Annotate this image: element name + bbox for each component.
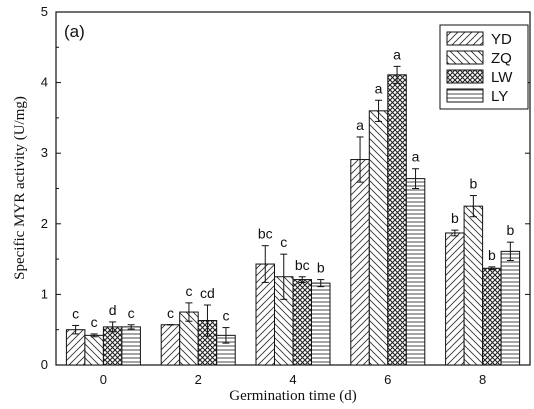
significance-letter: c: [185, 283, 192, 299]
bar-lw: [292, 279, 312, 366]
significance-letter: c: [128, 305, 135, 321]
legend-label-ly: LY: [491, 88, 508, 105]
y-tick-label: 0: [41, 357, 48, 372]
significance-letter: c: [91, 314, 98, 330]
bar-ly: [311, 282, 331, 366]
bar-yd: [350, 159, 370, 366]
significance-letter: b: [506, 222, 514, 238]
significance-letter: d: [109, 302, 117, 318]
significance-letter: a: [412, 149, 420, 165]
bar-yd: [65, 329, 86, 366]
y-tick-label: 5: [41, 4, 48, 19]
y-axis-title: Specific MYR activity (U/mg): [12, 96, 28, 280]
bar-ly: [121, 326, 141, 366]
x-tick-label: 6: [384, 372, 391, 387]
x-tick-label: 2: [195, 372, 202, 387]
significance-letter: bc: [295, 257, 310, 273]
significance-letter: b: [451, 210, 459, 226]
legend-swatch-zq: [446, 50, 484, 65]
error-bars-layer: [72, 65, 514, 344]
significance-letter: a: [393, 46, 401, 62]
x-tick-label: 4: [289, 372, 296, 387]
legend: YD ZQ LW LY: [439, 24, 529, 110]
bar-zq: [463, 205, 484, 366]
legend-label-lw: LW: [491, 69, 513, 86]
bar-zq: [368, 110, 389, 366]
significance-letter: b: [488, 247, 496, 263]
significance-letter: a: [356, 117, 364, 133]
bar-lw: [387, 74, 407, 366]
bar-ly: [500, 250, 521, 366]
y-tick-label: 1: [41, 286, 48, 301]
bar-lw: [482, 267, 502, 366]
significance-letter: b: [469, 176, 477, 192]
significance-letter: bc: [258, 226, 273, 242]
x-tick-label: 8: [479, 372, 486, 387]
legend-swatch-lw: [446, 69, 484, 84]
bar-zq: [84, 334, 104, 366]
y-tick-label: 4: [41, 75, 48, 90]
y-axis: 0 1 2 3 4 5: [41, 4, 530, 372]
y-tick-label: 3: [41, 145, 48, 160]
significance-letter: c: [222, 308, 229, 324]
significance-letter: cd: [200, 285, 215, 301]
significance-letter: a: [375, 80, 383, 96]
bar-lw: [102, 326, 123, 366]
significance-letter: c: [280, 234, 287, 250]
x-axis-title: Germination time (d): [229, 388, 356, 404]
bar-yd: [160, 324, 181, 366]
legend-swatch-ly: [446, 88, 484, 103]
legend-label-zq: ZQ: [491, 50, 512, 67]
bar-yd: [445, 232, 465, 366]
y-tick-label: 2: [41, 216, 48, 231]
significance-letter: c: [167, 305, 174, 321]
significance-letter: b: [317, 260, 325, 276]
panel-label: (a): [64, 22, 85, 41]
legend-label-yd: YD: [491, 31, 512, 48]
legend-swatch-yd: [446, 31, 484, 46]
x-tick-label: 0: [100, 372, 107, 387]
significance-letter: c: [72, 305, 79, 321]
bar-ly: [405, 178, 426, 366]
